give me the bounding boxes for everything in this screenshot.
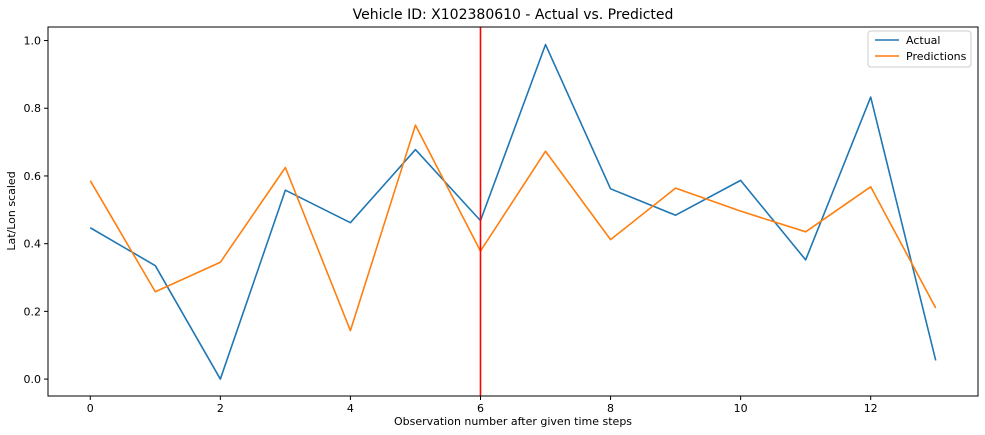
series-line-predictions <box>89 124 937 332</box>
x-tick-label: 10 <box>734 402 748 415</box>
x-tick-label: 2 <box>217 402 224 415</box>
y-tick-label: 0.0 <box>24 373 42 386</box>
series-line-actual <box>89 43 937 380</box>
axis-ticks: 0 2 4 6 8 10 12 0.0 0.2 0.4 0.6 0.8 1.0 <box>24 35 878 415</box>
y-tick-label: 0.8 <box>24 102 42 115</box>
y-tick-label: 0.6 <box>24 170 42 183</box>
x-tick-label: 4 <box>347 402 354 415</box>
x-axis-label: Observation number after given time step… <box>394 415 632 428</box>
x-tick-label: 6 <box>477 402 484 415</box>
legend-label-actual: Actual <box>906 34 940 47</box>
y-axis-label: Lat/Lon scaled <box>5 171 18 250</box>
y-tick-label: 0.2 <box>24 305 42 318</box>
y-tick-label: 0.4 <box>24 238 42 251</box>
legend-label-predictions: Predictions <box>906 50 967 63</box>
x-tick-label: 8 <box>607 402 614 415</box>
axes-frame <box>47 26 979 397</box>
x-tick-label: 0 <box>87 402 94 415</box>
plot-area <box>47 26 979 397</box>
y-tick-label: 1.0 <box>24 35 42 48</box>
chart-title: Vehicle ID: X102380610 - Actual vs. Pred… <box>353 7 674 23</box>
legend: Actual Predictions <box>867 30 972 68</box>
x-tick-label: 12 <box>864 402 878 415</box>
